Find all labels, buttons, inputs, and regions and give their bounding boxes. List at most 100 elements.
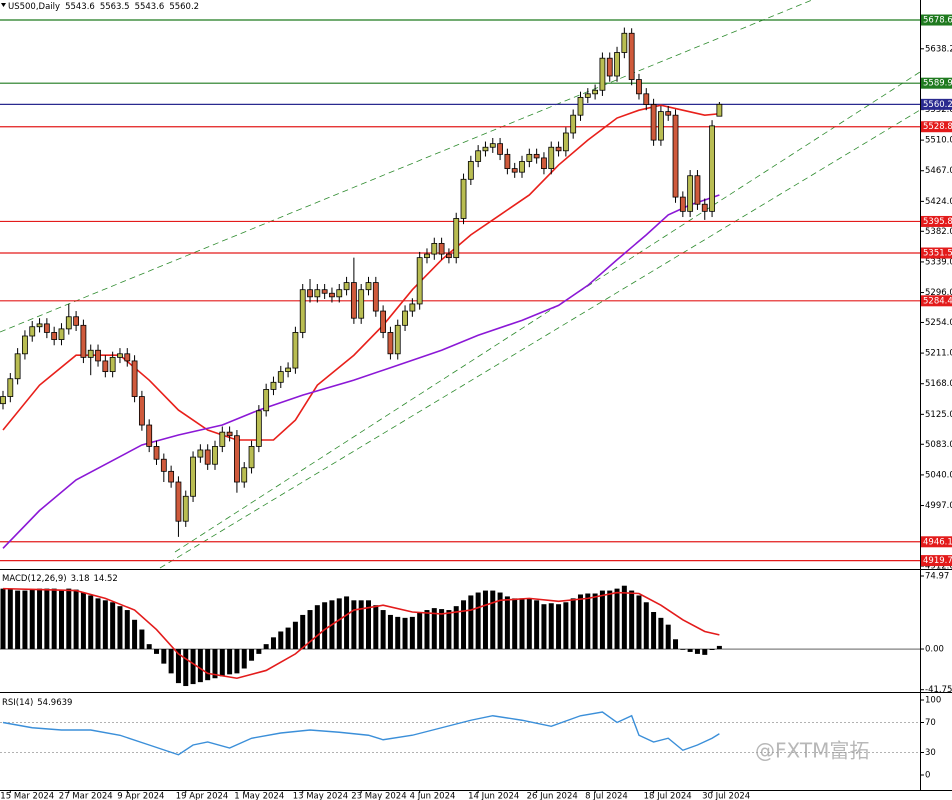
candle-body <box>358 289 365 319</box>
candle-body <box>197 449 204 458</box>
macd-bar <box>197 649 203 683</box>
macd-bar <box>395 616 401 650</box>
x-tick-label: 8 Jul 2024 <box>585 792 628 800</box>
header-value: 54.9639 <box>37 698 72 708</box>
macd-bar <box>431 608 437 650</box>
y-tick-label: 5040.0 <box>925 470 952 480</box>
macd-bar <box>314 605 320 650</box>
macd-bar <box>344 596 350 650</box>
level-label: 5528.8 <box>923 122 952 132</box>
macd-bar <box>446 610 452 650</box>
macd-bar <box>154 649 160 654</box>
candle-body <box>212 446 218 465</box>
macd-bar <box>417 612 423 650</box>
candle-body <box>0 396 6 405</box>
macd-bar <box>504 596 510 650</box>
macd-bar <box>256 649 262 654</box>
candle-body <box>409 303 416 312</box>
candle-body <box>109 356 116 373</box>
candle-body <box>7 378 14 397</box>
macd-bar <box>629 590 635 650</box>
rsi-line <box>2 711 720 756</box>
candle-body <box>241 467 248 483</box>
candle-body <box>131 360 138 397</box>
macd-bar <box>358 600 364 650</box>
candle-body <box>438 242 445 255</box>
candle-body <box>475 150 482 162</box>
macd-bar <box>482 590 488 650</box>
candle-body <box>672 114 679 198</box>
macd-bar <box>673 639 679 650</box>
header-title: US500,Daily <box>8 2 60 12</box>
candle-body <box>716 103 723 117</box>
macd-bar <box>249 649 255 661</box>
candle-body <box>614 52 620 77</box>
macd-bar <box>439 609 445 650</box>
signal-line <box>2 587 720 680</box>
candle-body <box>190 456 196 497</box>
macd-bar <box>161 649 167 664</box>
macd-bar <box>263 644 269 650</box>
candle-body <box>548 146 555 170</box>
candle-body <box>511 168 518 173</box>
y-tick-label: 5168.0 <box>925 379 952 389</box>
y-tick-label: 70 <box>925 718 936 728</box>
y-tick-label: 0.00 <box>925 645 944 655</box>
candle-body <box>365 282 372 291</box>
macd-bar <box>168 649 174 674</box>
candle-body <box>87 349 94 358</box>
macd-bar <box>102 600 108 650</box>
candle-body <box>146 424 153 447</box>
header-value: 5560.2 <box>169 2 199 12</box>
y-tick-label: 30 <box>925 748 936 758</box>
candle-body <box>65 316 72 330</box>
x-tick-label: 23 May 2024 <box>351 792 406 800</box>
y-tick-label: 5211.0 <box>925 349 952 359</box>
candle-body <box>687 175 694 212</box>
candle-body <box>343 282 350 291</box>
macd-bar <box>285 627 291 650</box>
candle-body <box>58 328 65 340</box>
x-tick-label: 9 Apr 2024 <box>117 792 164 800</box>
candle-body <box>73 316 79 326</box>
candle-body <box>694 175 701 205</box>
candle-body <box>555 146 562 152</box>
candle-body <box>372 282 379 312</box>
macd-bar <box>548 603 554 650</box>
candle-body <box>226 431 233 437</box>
header-value: 3.18 <box>71 574 90 584</box>
candle-body <box>599 57 606 91</box>
candle-body <box>584 93 591 98</box>
macd-bar <box>292 621 298 650</box>
macd-bar <box>146 644 152 650</box>
macd-bar <box>270 637 276 650</box>
channel-line <box>174 71 921 553</box>
macd-bar <box>599 590 605 650</box>
macd-bar <box>7 588 13 650</box>
macd-bar <box>37 588 43 650</box>
candle-body <box>570 114 577 134</box>
candle-body <box>541 157 547 170</box>
candle-body <box>562 132 569 152</box>
x-tick-label: 4 Jun 2024 <box>410 792 456 800</box>
level-label-box <box>921 247 952 259</box>
macd-bar <box>621 585 627 650</box>
candle-body <box>394 324 401 355</box>
candle-body <box>299 289 306 333</box>
candle-body <box>102 360 109 373</box>
candle-body <box>679 196 686 212</box>
macd-bar <box>234 649 240 674</box>
candle-body <box>467 161 474 180</box>
candle-body <box>270 381 277 390</box>
candle-body <box>14 353 21 380</box>
candle-body <box>43 323 50 333</box>
candle-body <box>22 335 28 355</box>
macd-bar <box>709 649 715 650</box>
x-tick-label: 14 Jun 2024 <box>468 792 519 800</box>
header-value: 5563.5 <box>100 2 130 12</box>
macd-bar <box>58 589 64 650</box>
level-label-box <box>921 295 952 307</box>
candle-body <box>424 253 430 259</box>
level-label: 4946.1 <box>923 537 952 547</box>
